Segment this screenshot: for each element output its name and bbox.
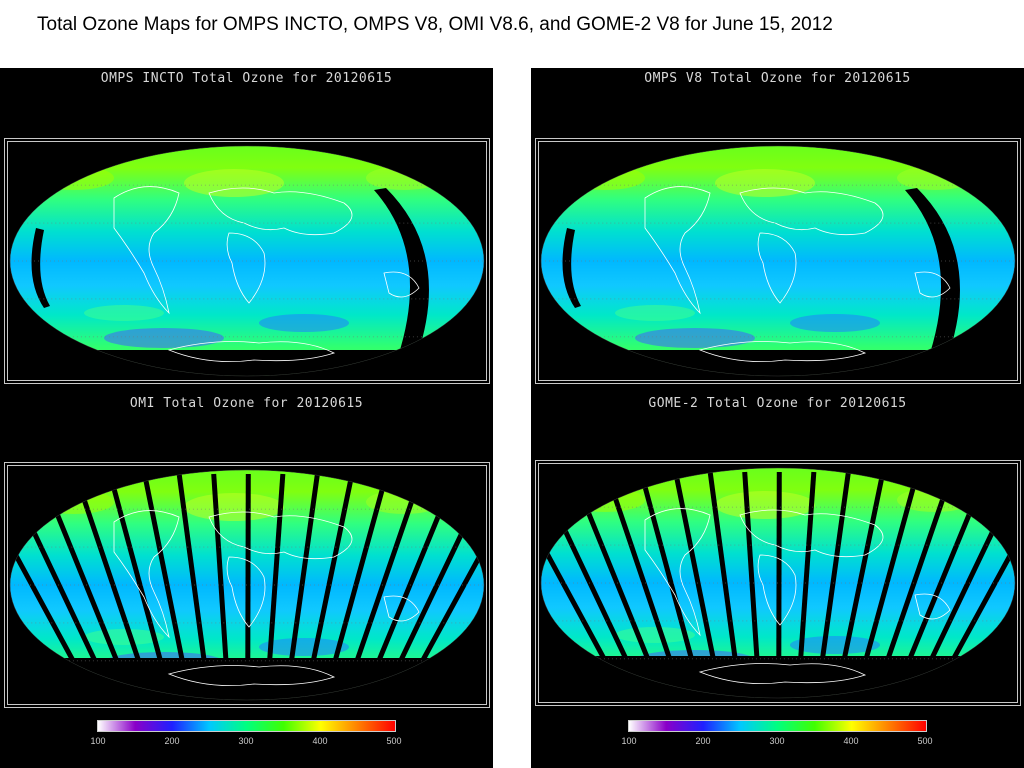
- coastline: [113, 186, 180, 315]
- coastline: [226, 556, 266, 628]
- map-frame-outer: [4, 462, 490, 708]
- ozone-blob: [104, 328, 224, 348]
- right-map-column: OMPS V8 Total Ozone for 20120615 GOME-2 …: [531, 68, 1024, 768]
- ozone-blob: [715, 491, 815, 519]
- map-omps-incto: [4, 138, 490, 384]
- map-title-omps-v8: OMPS V8 Total Ozone for 20120615: [644, 71, 911, 86]
- map-outline: [540, 145, 1016, 377]
- colorbar-right: 100 200 300 400 500: [621, 720, 933, 756]
- page-title: Total Ozone Maps for OMPS INCTO, OMPS V8…: [37, 14, 833, 35]
- map-omps-v8: [535, 138, 1021, 384]
- graticule: [10, 184, 484, 338]
- coastline: [914, 271, 951, 298]
- coastline: [698, 663, 867, 685]
- map-frame-outer: [535, 138, 1021, 384]
- ozone-blob: [259, 314, 349, 332]
- map-outline: [540, 467, 1016, 699]
- colorbar-tick-label: 400: [312, 736, 328, 746]
- orbit-gap: [31, 228, 50, 308]
- polar-night: [10, 658, 484, 700]
- ozone-blob: [790, 314, 880, 332]
- colorbar-gradient: [628, 720, 927, 732]
- graticule: [10, 508, 484, 662]
- orbit-gap: [905, 188, 960, 370]
- polar-night: [541, 656, 1015, 698]
- map-svg: [535, 460, 1021, 706]
- colorbar-gradient: [97, 720, 396, 732]
- map-gome2: [535, 460, 1021, 706]
- coastline: [383, 595, 420, 622]
- orbit-gap: [562, 228, 581, 308]
- map-frame-inner: [7, 465, 487, 705]
- map-frame-inner: [538, 141, 1018, 381]
- ozone-blob: [897, 166, 973, 190]
- ozone-blob: [790, 636, 880, 654]
- map-svg: [535, 138, 1021, 384]
- colorbar-tick-label: 100: [90, 736, 106, 746]
- ozone-blob: [615, 305, 695, 321]
- left-map-column: OMPS INCTO Total Ozone for 20120615 OMI …: [0, 68, 493, 768]
- colorbar-tick-label: 500: [917, 736, 933, 746]
- map-frame-inner: [7, 141, 487, 381]
- coastline: [644, 508, 711, 637]
- map-frame-outer: [4, 138, 490, 384]
- ozone-blob: [565, 166, 645, 190]
- ozone-blob: [184, 493, 284, 521]
- map-frame-inner: [538, 463, 1018, 703]
- coastline: [698, 341, 867, 363]
- coastline: [757, 554, 797, 626]
- coastline: [757, 232, 797, 304]
- ozone-blob: [715, 169, 815, 197]
- map-title-omi: OMI Total Ozone for 20120615: [129, 396, 364, 411]
- map-title-omps-incto: OMPS INCTO Total Ozone for 20120615: [100, 71, 393, 86]
- coastline: [644, 186, 711, 315]
- coastline: [226, 232, 266, 304]
- colorbar-tick-label: 300: [769, 736, 785, 746]
- colorbar-tick-label: 200: [164, 736, 180, 746]
- ozone-blob: [184, 169, 284, 197]
- map-title-gome2: GOME-2 Total Ozone for 20120615: [648, 396, 907, 411]
- colorbar-tick-label: 400: [843, 736, 859, 746]
- graticule: [541, 506, 1015, 660]
- ozone-blob: [259, 638, 349, 656]
- ozone-blob: [366, 166, 442, 190]
- colorbar-tick-label: 100: [621, 736, 637, 746]
- ozone-blob: [565, 488, 645, 512]
- colorbar-left: 100 200 300 400 500: [90, 720, 402, 756]
- map-frame-outer: [535, 460, 1021, 706]
- ozone-blob: [34, 166, 114, 190]
- coastline: [113, 510, 180, 639]
- coastline: [167, 665, 336, 687]
- map-omi: [4, 462, 490, 708]
- map-svg: [4, 138, 490, 384]
- colorbar-tick-label: 300: [238, 736, 254, 746]
- ozone-blob: [635, 328, 755, 348]
- colorbar-tick-label: 200: [695, 736, 711, 746]
- ozone-blob: [34, 490, 114, 514]
- map-outline: [9, 145, 485, 377]
- orbit-gap: [374, 188, 429, 370]
- coastline: [167, 341, 336, 363]
- colorbar-tick-label: 500: [386, 736, 402, 746]
- ozone-blob: [84, 305, 164, 321]
- map-outline: [9, 469, 485, 701]
- graticule: [541, 184, 1015, 338]
- polar-night: [541, 350, 1015, 376]
- coastline: [914, 593, 951, 620]
- polar-night: [10, 350, 484, 376]
- coastline: [383, 271, 420, 298]
- map-svg: [4, 462, 490, 708]
